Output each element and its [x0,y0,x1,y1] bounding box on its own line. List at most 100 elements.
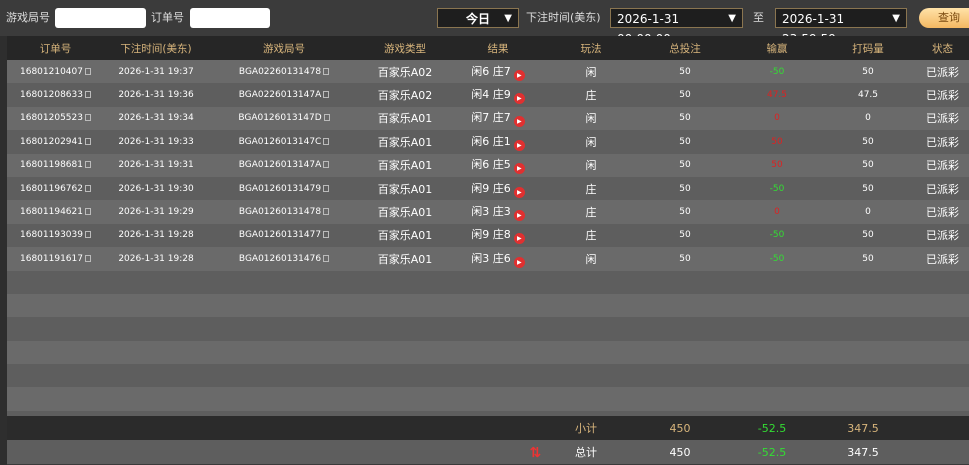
copy-icon[interactable] [85,91,91,99]
cell-time: 2026-1-31 19:33 [104,137,208,147]
order-input[interactable] [190,8,270,28]
play-replay-icon[interactable]: ▶ [513,93,525,105]
cell-time: 2026-1-31 19:37 [104,67,208,77]
cell-game: 百家乐A01 [360,110,450,126]
time-value: 2026-1-31 19:30 [118,183,194,194]
cell-play: 闲 [546,110,636,126]
bet-value: 50 [679,90,691,101]
copy-icon[interactable] [85,231,91,239]
cell-play: 闲 [546,157,636,173]
copy-icon[interactable] [323,231,330,239]
cell-status: 已派彩 [916,64,969,80]
column-header: 状态 [932,42,953,55]
code-value: 50 [862,160,874,171]
cell-game: 百家乐A02 [360,64,450,80]
cell-game: 百家乐A01 [360,157,450,173]
round-value: BGA0226013147A [238,90,322,101]
cell-time: 2026-1-31 19:28 [104,254,208,264]
query-button[interactable]: 查询 [919,8,969,28]
copy-icon[interactable] [323,91,330,99]
table-row: 16801205523 2026-1-31 19:34 BGA0126013147D… [7,106,969,131]
copy-icon[interactable] [85,254,91,262]
cell-code: 50 [820,67,916,77]
status-value: 已派彩 [926,112,959,126]
total-row: ⇄ 总计 450 -52.5 347.5 [7,440,969,464]
cell-bet: 50 [636,137,734,147]
copy-icon[interactable] [323,137,330,145]
bet-value: 50 [679,253,691,264]
bet-value: 50 [679,230,691,241]
empty-row [7,317,969,341]
win-value: 0 [774,113,780,124]
cell-result: 闲9 庄8 ▶ [450,226,546,245]
copy-icon[interactable] [85,67,91,75]
empty-row [7,270,969,294]
play-replay-icon[interactable]: ▶ [513,256,525,268]
play-replay-icon[interactable]: ▶ [513,163,525,175]
play-replay-icon[interactable]: ▶ [513,116,525,128]
play-value: 闲 [585,159,597,173]
code-value: 50 [862,253,874,264]
cell-code: 50 [820,184,916,194]
cell-time: 2026-1-31 19:34 [104,113,208,123]
period-value: 今日 [465,12,490,26]
win-value: -50 [769,66,785,77]
cell-round: BGA0126013147C [208,137,360,147]
period-select[interactable]: 今日 ▼ [437,8,519,28]
copy-icon[interactable] [85,184,91,192]
copy-icon[interactable] [85,161,91,169]
subtotal-code: 347.5 [847,421,879,435]
table-row: 16801194621 2026-1-31 19:29 BGA01260131478… [7,200,969,224]
copy-icon[interactable] [85,208,91,216]
cell-status: 已派彩 [916,134,969,150]
cell-status: 已派彩 [916,227,969,243]
result-value: 闲6 庄7 [471,64,511,78]
copy-icon[interactable] [85,114,91,122]
total-label: 总计 [575,446,597,459]
copy-icon[interactable] [323,114,330,122]
cell-bet: 50 [636,207,734,217]
copy-icon[interactable] [323,208,330,216]
total-win: -52.5 [757,445,787,459]
round-value: BGA01260131479 [238,183,322,194]
copy-icon[interactable] [323,161,330,169]
total-code: 347.5 [847,445,879,459]
total-bet: 450 [669,445,691,459]
play-replay-icon[interactable]: ▶ [513,139,525,151]
game-value: 百家乐A01 [377,159,433,173]
copy-icon[interactable] [323,254,330,262]
copy-icon[interactable] [323,67,330,75]
end-time-select[interactable]: 2026-1-31 23:59:59▼ [775,8,907,46]
cell-round: BGA0226013147A [208,90,360,100]
order-value: 16801196762 [20,183,83,194]
win-value: -50 [769,253,785,264]
copy-icon[interactable] [85,137,91,145]
round-input[interactable] [55,8,146,28]
cell-order: 16801202941 [7,137,104,147]
time-value: 2026-1-31 19:33 [118,136,194,147]
play-replay-icon[interactable]: ▶ [513,233,525,245]
column-header: 总投注 [669,42,701,55]
cell-win: -50 [734,230,820,240]
subtotal-label: 小计 [575,422,597,435]
time-value: 2026-1-31 19:29 [118,207,194,218]
copy-icon[interactable] [323,184,330,192]
bet-value: 50 [679,207,691,218]
cell-round: BGA01260131477 [208,230,360,240]
order-value: 16801191617 [20,253,83,264]
cell-bet: 50 [636,113,734,123]
order-value: 16801208633 [20,90,83,101]
column-header: 结果 [487,42,509,55]
cell-time: 2026-1-31 19:36 [104,90,208,100]
status-value: 已派彩 [926,182,959,196]
cell-code: 0 [820,207,916,217]
start-time-select[interactable]: 2026-1-31 00:00:00▼ [610,8,743,46]
play-replay-icon[interactable]: ▶ [513,210,525,222]
play-replay-icon[interactable]: ▶ [513,69,525,81]
bet-table: 订单号 下注时间(美东) 游戏局号 游戏类型 结果 玩法 总投注 输赢 打码量 状态 168012… [7,36,969,435]
cell-code: 50 [820,160,916,170]
status-value: 已派彩 [926,89,959,103]
result-value: 闲4 庄9 [471,88,511,102]
play-replay-icon[interactable]: ▶ [513,186,525,198]
refresh-icon[interactable]: ⇄ [527,446,544,458]
